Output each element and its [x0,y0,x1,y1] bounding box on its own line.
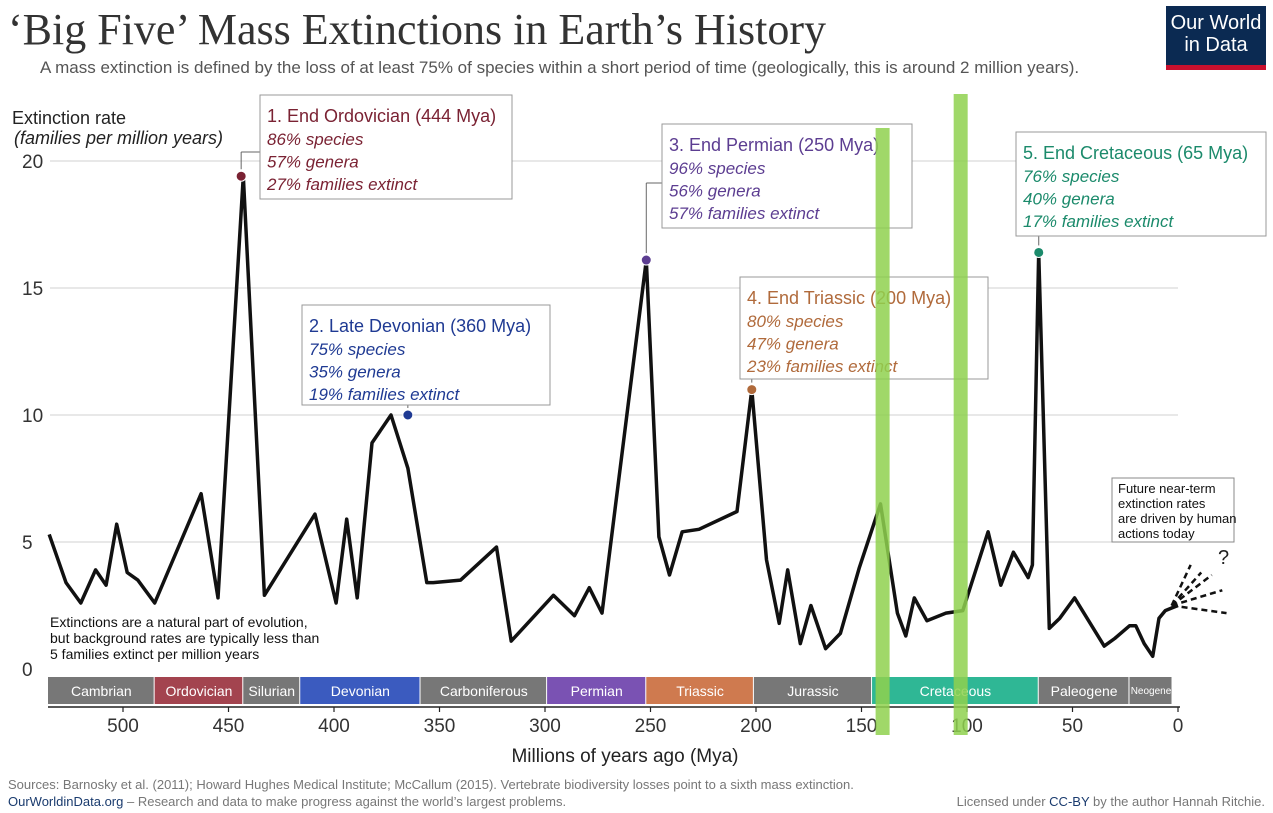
y-axis-title: Extinction rate [12,108,126,128]
period-band [300,677,420,704]
event-title: 2. Late Devonian (360 Mya) [309,316,531,336]
future-note-text: Future near-term [1118,481,1216,496]
site-credit: OurWorldinData.org – Research and data t… [8,794,566,809]
event-marker [746,384,758,396]
future-note-box [1111,477,1235,543]
x-tick-label: 0 [1173,716,1184,737]
period-band [1038,677,1129,704]
period-label: Neogene [1131,686,1172,697]
y-tick-label: 5 [22,533,33,554]
logo-line-1: Our World [1170,12,1262,34]
y-tick-label: 15 [22,279,43,300]
event-box [1015,131,1267,237]
future-question-mark: ? [1218,547,1229,569]
event-detail: 35% genera [309,363,401,382]
x-tick-label: 300 [529,716,561,737]
logo-line-2: in Data [1184,34,1248,56]
period-band [753,677,872,704]
chart-title: ‘Big Five’ Mass Extinctions in Earth’s H… [8,5,827,54]
event-marker [1033,246,1045,258]
event-detail: 80% species [747,312,844,331]
event-box [739,276,989,380]
event-detail: 23% families extinct [746,357,899,376]
event-box [301,304,551,406]
period-band [420,677,547,704]
period-label: Triassic [676,683,724,699]
future-projection-line [1171,604,1227,615]
license-pre: Licensed under [956,794,1050,809]
event-detail: 57% genera [267,153,359,172]
future-projection-line [1171,589,1223,607]
event-box [661,123,913,229]
highlight-bar [875,128,890,735]
owid-logo[interactable]: Our World in Data [1166,6,1266,70]
event-detail: 86% species [267,130,364,149]
x-tick-label: 150 [846,716,878,737]
site-link[interactable]: OurWorldinData.org [8,794,124,809]
event-detail: 57% families extinct [669,204,821,223]
license-post: by the author Hannah Ritchie. [1089,794,1265,809]
period-label: Silurian [248,683,295,699]
x-tick-label: 450 [213,716,245,737]
highlight-bar [953,94,968,735]
y-tick-label: 10 [22,406,43,427]
x-axis-title: Millions of years ago (Mya) [511,746,738,767]
natural-rate-note: but background rates are typically less … [50,630,319,646]
future-projection-line [1170,574,1213,607]
event-detail: 76% species [1023,167,1120,186]
event-box [259,94,513,200]
period-label: Paleogene [1051,683,1118,699]
x-tick-label: 350 [424,716,456,737]
period-band [646,677,753,704]
period-label: Permian [571,683,623,699]
y-axis-subtitle: (families per million years) [14,128,223,148]
future-note-text: actions today [1118,526,1195,541]
event-title: 5. End Cretaceous (65 Mya) [1023,143,1248,163]
x-tick-label: 500 [107,716,139,737]
event-detail: 40% genera [1023,190,1115,209]
event-marker [640,254,652,266]
chart-subtitle: A mass extinction is defined by the loss… [40,58,1080,77]
event-detail: 47% genera [747,335,839,354]
future-projection-line [1170,564,1192,607]
period-label: Carboniferous [440,683,528,699]
period-band [547,677,646,704]
event-detail: 17% families extinct [1023,212,1175,231]
event-marker [235,170,247,182]
event-marker [402,409,414,421]
future-note-text: extinction rates [1118,496,1206,511]
future-projection-line [1170,571,1203,607]
period-label: Devonian [331,683,390,699]
event-detail: 19% families extinct [309,385,461,404]
y-tick-label: 0 [22,660,33,681]
sources-note: Sources: Barnosky et al. (2011); Howard … [8,777,854,792]
period-band [243,677,300,704]
period-band [154,677,243,704]
event-detail: 27% families extinct [266,175,419,194]
event-detail: 56% genera [669,182,761,201]
x-tick-label: 50 [1062,716,1083,737]
period-band [1129,677,1172,704]
x-tick-label: 200 [740,716,772,737]
future-note-text: are driven by human [1118,511,1237,526]
event-title: 3. End Permian (250 Mya) [669,135,879,155]
event-detail: 75% species [309,340,406,359]
event-title: 1. End Ordovician (444 Mya) [267,106,496,126]
period-band [48,677,154,704]
period-label: Jurassic [787,683,838,699]
event-title: 4. End Triassic (200 Mya) [747,288,951,308]
y-tick-label: 20 [22,152,43,173]
x-tick-label: 400 [318,716,350,737]
series-line [47,174,1179,659]
natural-rate-note: Extinctions are a natural part of evolut… [50,614,308,630]
x-tick-label: 250 [635,716,667,737]
license-note: Licensed under CC-BY by the author Hanna… [957,794,1265,809]
license-link[interactable]: CC-BY [1049,794,1090,809]
natural-rate-note: 5 families extinct per million years [50,646,259,662]
site-tagline: – Research and data to make progress aga… [123,794,567,809]
period-label: Ordovician [165,683,232,699]
period-label: Cambrian [71,683,132,699]
event-detail: 96% species [669,159,766,178]
